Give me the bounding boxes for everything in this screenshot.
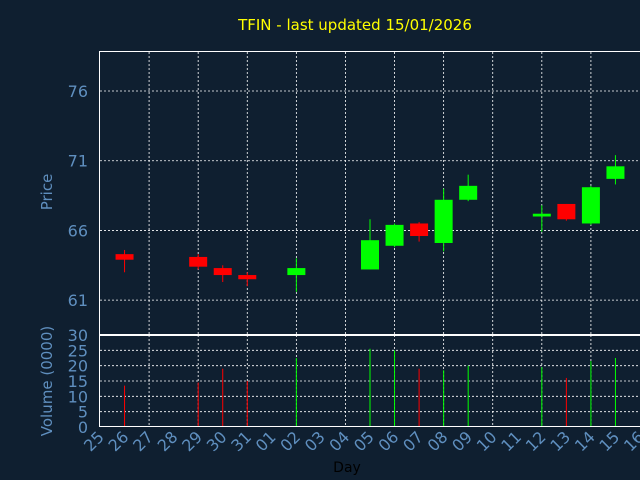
volume-tick-label: 10 xyxy=(68,387,88,406)
volume-tick-label: 30 xyxy=(68,326,88,345)
candle-body xyxy=(189,256,208,267)
price-axis-label: Price xyxy=(38,174,56,211)
candle-body xyxy=(581,187,600,224)
candle-body xyxy=(238,275,257,280)
chart-title: TFIN - last updated 15/01/2026 xyxy=(237,16,472,34)
candle-body xyxy=(434,199,453,243)
candle-body xyxy=(557,203,576,220)
candle-body xyxy=(361,240,379,270)
price-tick-label: 71 xyxy=(68,152,88,171)
candle-body xyxy=(410,223,429,237)
candle-body xyxy=(213,268,232,276)
volume-tick-label: 5 xyxy=(78,403,88,422)
price-tick-label: 76 xyxy=(68,82,88,101)
x-tick-labels: 2526272829303101020304050607080910111213… xyxy=(80,427,640,455)
price-grid xyxy=(100,52,640,335)
x-tick-label: 16 xyxy=(620,427,640,455)
x-axis-label: Day xyxy=(333,460,361,476)
volume-bars xyxy=(124,348,616,427)
volume-tick-label: 20 xyxy=(68,357,88,376)
candle-body xyxy=(115,254,134,260)
candle-body xyxy=(532,213,551,217)
candle-body xyxy=(287,268,306,276)
price-y-tick-labels: 61 66 71 76 xyxy=(68,82,88,310)
candle-body xyxy=(606,166,625,179)
volume-tick-label: 0 xyxy=(78,418,88,437)
price-candles xyxy=(115,155,625,292)
volume-tick-label: 25 xyxy=(68,341,88,360)
price-panel: 61 66 71 76 Price xyxy=(38,51,640,335)
candle-body xyxy=(459,185,478,200)
price-panel-frame xyxy=(99,51,640,335)
volume-axis-label: Volume (0000) xyxy=(38,326,56,436)
price-tick-label: 66 xyxy=(68,221,88,240)
volume-panel-frame xyxy=(99,335,640,427)
volume-tick-label: 15 xyxy=(68,372,88,391)
candle-body xyxy=(385,224,404,246)
price-tick-label: 61 xyxy=(68,291,88,310)
